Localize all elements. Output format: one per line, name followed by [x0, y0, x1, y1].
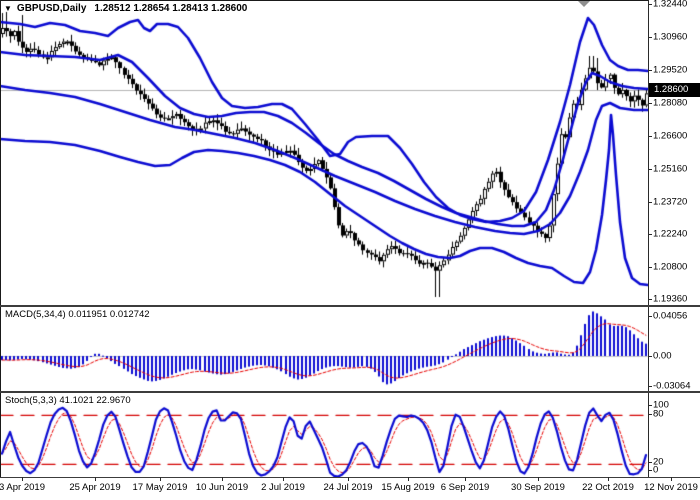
time-axis-tick	[608, 477, 609, 481]
symbol-dropdown-icon[interactable]: ▼	[4, 4, 12, 13]
price-tick-mark	[648, 103, 652, 104]
price-tick-mark	[648, 202, 652, 203]
pane-separator-time-axis	[0, 477, 700, 478]
stoch-tick-mark	[648, 470, 652, 471]
time-axis-tick	[222, 477, 223, 481]
stoch-tick-label: 80	[653, 408, 664, 420]
time-axis-tick	[408, 477, 409, 481]
price-tick-label: 1.23720	[653, 196, 688, 208]
time-axis-tick	[283, 477, 284, 481]
time-axis-tick	[671, 477, 672, 481]
time-axis-tick	[465, 477, 466, 481]
chart-title: ▼ GBPUSD,Daily 1.28512 1.28654 1.28413 1.2…	[4, 3, 247, 14]
stoch-tick-label: 100	[653, 399, 669, 411]
macd-indicator-label: MACD(5,34,4) 0.011951 0.012742	[5, 309, 150, 320]
price-axis-line	[648, 0, 649, 478]
time-axis-label: 6 Sep 2019	[440, 482, 490, 493]
time-axis-tick	[22, 477, 23, 481]
time-axis-tick	[538, 477, 539, 481]
time-axis-tick	[348, 477, 349, 481]
stoch-tick-label: 20	[653, 456, 664, 468]
time-axis-label: 15 Aug 2019	[381, 482, 435, 493]
stoch-tick-mark	[648, 414, 652, 415]
macd-pane[interactable]	[0, 307, 649, 391]
price-tick-label: 1.30960	[653, 31, 688, 43]
stoch-tick-label: 0	[653, 464, 659, 476]
time-axis-label: 17 May 2019	[132, 482, 188, 493]
price-tick-label: 1.28080	[653, 97, 688, 109]
symbol-timeframe-label: GBPUSD,Daily	[16, 3, 87, 14]
price-tick-label: 1.25160	[653, 163, 688, 175]
macd-tick-mark	[648, 316, 652, 317]
stoch-tick-mark	[648, 462, 652, 463]
macd-tick-label: -0.03064	[653, 380, 691, 392]
current-price-badge: 1.28600	[649, 83, 700, 97]
price-tick-label: 1.29520	[653, 64, 688, 76]
price-tick-mark	[648, 37, 652, 38]
macd-tick-label: 0.04056	[653, 310, 688, 322]
time-axis-tick	[95, 477, 96, 481]
chart-shift-marker-icon[interactable]	[578, 1, 590, 7]
price-chart-pane[interactable]	[0, 0, 649, 306]
time-axis-label: 12 Nov 2019	[644, 482, 698, 493]
macd-tick-label: 0.00	[653, 350, 672, 362]
price-tick-mark	[648, 267, 652, 268]
window-left-border	[0, 0, 1, 478]
pane-separator-main-macd[interactable]	[0, 305, 700, 307]
price-tick-mark	[648, 169, 652, 170]
time-axis-label: 3 Apr 2019	[0, 482, 45, 493]
time-axis-label: 10 Jun 2019	[195, 482, 249, 493]
pane-separator-macd-stoch[interactable]	[0, 391, 700, 393]
price-tick-label: 1.26600	[653, 130, 688, 142]
stoch-pane[interactable]	[0, 393, 649, 477]
price-tick-label: 1.22240	[653, 228, 688, 240]
price-tick-mark	[648, 299, 652, 300]
macd-tick-mark	[648, 386, 652, 387]
time-axis-label: 2 Jul 2019	[261, 482, 305, 493]
window-top-border	[0, 0, 649, 1]
time-axis-label: 22 Oct 2019	[582, 482, 634, 493]
price-tick-mark	[648, 136, 652, 137]
ohlc-quotes: 1.28512 1.28654 1.28413 1.28600	[94, 3, 248, 14]
time-axis-label: 30 Sep 2019	[511, 482, 565, 493]
time-axis-label: 25 Apr 2019	[69, 482, 121, 493]
stoch-indicator-label: Stoch(5,3,3) 41.1021 22.9670	[5, 395, 131, 406]
time-axis-label: 24 Jul 2019	[323, 482, 373, 493]
time-axis-tick	[160, 477, 161, 481]
macd-tick-mark	[648, 356, 652, 357]
price-tick-label: 1.19360	[653, 293, 688, 305]
price-tick-label: 1.20800	[653, 261, 688, 273]
price-tick-mark	[648, 234, 652, 235]
price-tick-mark	[648, 70, 652, 71]
price-tick-label: 1.32440	[653, 0, 688, 10]
price-tick-mark	[648, 4, 652, 5]
stoch-tick-mark	[648, 405, 652, 406]
